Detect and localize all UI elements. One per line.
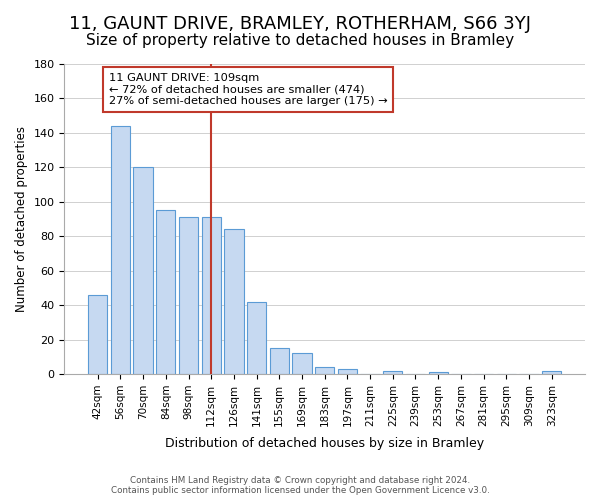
Bar <box>247 302 266 374</box>
Bar <box>111 126 130 374</box>
Text: Size of property relative to detached houses in Bramley: Size of property relative to detached ho… <box>86 32 514 48</box>
Bar <box>542 370 562 374</box>
Bar <box>383 370 403 374</box>
Bar <box>428 372 448 374</box>
Bar <box>88 295 107 374</box>
Text: Contains HM Land Registry data © Crown copyright and database right 2024.
Contai: Contains HM Land Registry data © Crown c… <box>110 476 490 495</box>
Text: 11 GAUNT DRIVE: 109sqm
← 72% of detached houses are smaller (474)
27% of semi-de: 11 GAUNT DRIVE: 109sqm ← 72% of detached… <box>109 72 388 106</box>
X-axis label: Distribution of detached houses by size in Bramley: Distribution of detached houses by size … <box>165 437 484 450</box>
Bar <box>338 369 357 374</box>
Y-axis label: Number of detached properties: Number of detached properties <box>15 126 28 312</box>
Bar <box>179 218 198 374</box>
Text: 11, GAUNT DRIVE, BRAMLEY, ROTHERHAM, S66 3YJ: 11, GAUNT DRIVE, BRAMLEY, ROTHERHAM, S66… <box>69 15 531 33</box>
Bar <box>315 367 334 374</box>
Bar <box>292 354 311 374</box>
Bar <box>156 210 175 374</box>
Bar <box>269 348 289 374</box>
Bar <box>133 168 153 374</box>
Bar <box>202 218 221 374</box>
Bar <box>224 230 244 374</box>
